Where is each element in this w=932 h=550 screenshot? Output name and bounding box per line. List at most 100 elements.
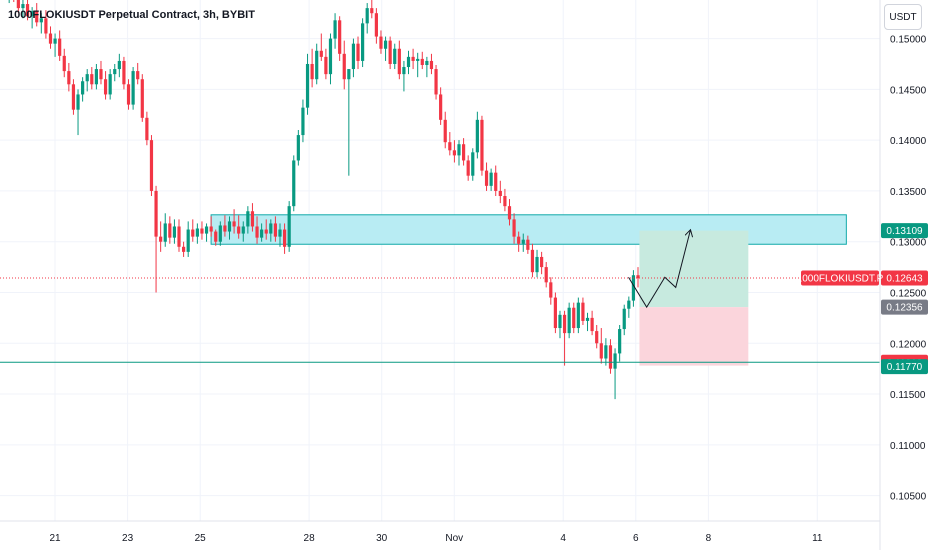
overlay-layer (0, 231, 880, 363)
candle-body (443, 119, 447, 143)
candle-body (379, 36, 383, 49)
candle-body (241, 226, 245, 234)
x-tick-label: 6 (633, 533, 639, 544)
candle-body (204, 226, 209, 234)
candle-body (503, 196, 507, 207)
candle-body (356, 43, 360, 61)
candle-body (287, 206, 291, 247)
candle-body (260, 229, 264, 238)
candle-body (81, 81, 85, 95)
candle-body (301, 107, 305, 136)
candle-body (282, 229, 287, 247)
candle-body (246, 211, 250, 227)
candle-body (195, 228, 199, 237)
candle-body (622, 308, 626, 330)
candle-body (273, 223, 277, 237)
candle-body (214, 231, 218, 242)
candle-body (558, 314, 562, 329)
x-tick-label: 4 (560, 533, 566, 544)
candle-body (544, 267, 548, 283)
x-tick-label: 30 (376, 533, 388, 544)
candle-body (136, 71, 140, 80)
price-badge-label: 0.12643 (886, 273, 923, 284)
candle-body (457, 144, 461, 156)
chart-title: 1000FLOKIUSDT Perpetual Contract, 3h, BY… (8, 9, 255, 21)
candle-body (452, 150, 457, 156)
candle-body (76, 94, 80, 110)
candle-body (163, 223, 167, 242)
candle-body (71, 84, 76, 110)
candle-body (264, 229, 268, 234)
candle-body (94, 69, 98, 85)
candle-body (99, 69, 103, 80)
candle-body (383, 40, 388, 49)
stop-loss-zone (639, 307, 749, 366)
candle-body (397, 48, 401, 75)
candle-body (315, 50, 319, 80)
candle-body (370, 8, 374, 14)
candle-body (540, 256, 544, 268)
candle-body (58, 38, 62, 56)
price-badge (881, 270, 928, 286)
candle-body (489, 172, 493, 186)
candle-body (439, 94, 443, 120)
candle-body (402, 67, 406, 75)
candle-body (374, 13, 378, 37)
symbol-badge (801, 270, 879, 286)
candle-body (480, 119, 484, 171)
candle-body (30, 11, 34, 17)
candle-body (420, 58, 424, 65)
candle-body (411, 56, 415, 61)
candle-body (604, 345, 608, 359)
candle-body (35, 11, 39, 23)
candle-body (406, 56, 411, 68)
candle-body (471, 152, 475, 176)
candle-body (310, 63, 314, 80)
candle-body (200, 228, 204, 234)
candle-body (67, 71, 71, 85)
symbol-badge-label: 1000FLOKIUSDT.P (797, 273, 884, 284)
x-tick-label: 23 (122, 533, 134, 544)
candle-body (517, 236, 521, 244)
candle-body (278, 229, 282, 237)
price-badge-label: 0.11770 (887, 362, 923, 373)
candle-body (466, 160, 470, 176)
candle-body (333, 20, 337, 39)
currency-button[interactable]: USDT (884, 4, 922, 30)
candle-body (53, 38, 57, 44)
candle-body (131, 71, 135, 105)
price-badge-label: 0.13109 (886, 226, 923, 237)
candle-body (599, 343, 603, 359)
candle-body (21, 4, 25, 9)
candle-body (223, 225, 227, 232)
candle-body (305, 63, 310, 108)
candle-body (232, 221, 236, 227)
candle-body (627, 300, 631, 309)
candle-body (351, 43, 356, 70)
candle-body (581, 302, 585, 321)
candle-body (319, 50, 323, 57)
price-badge-label: 0.12356 (886, 303, 923, 314)
candle-body (172, 226, 177, 238)
candle-body (296, 135, 300, 161)
candle-body (227, 221, 232, 232)
x-tick-label: Nov (445, 533, 463, 544)
candle-body (535, 256, 539, 273)
forecast-path (628, 231, 691, 309)
candle-body (636, 275, 640, 279)
candle-body (429, 60, 434, 70)
candle-body (149, 140, 154, 191)
candle-body (553, 297, 557, 329)
candle-body (549, 282, 553, 298)
candle-body (576, 302, 580, 329)
candle-body (117, 60, 121, 70)
candle-body (113, 69, 117, 75)
candle-body (324, 56, 328, 75)
x-tick-label: 25 (195, 533, 207, 544)
candle-body (631, 275, 636, 301)
x-tick-label: 11 (812, 533, 823, 544)
y-tick-label: 0.11000 (890, 441, 926, 452)
candle-body (90, 74, 94, 85)
